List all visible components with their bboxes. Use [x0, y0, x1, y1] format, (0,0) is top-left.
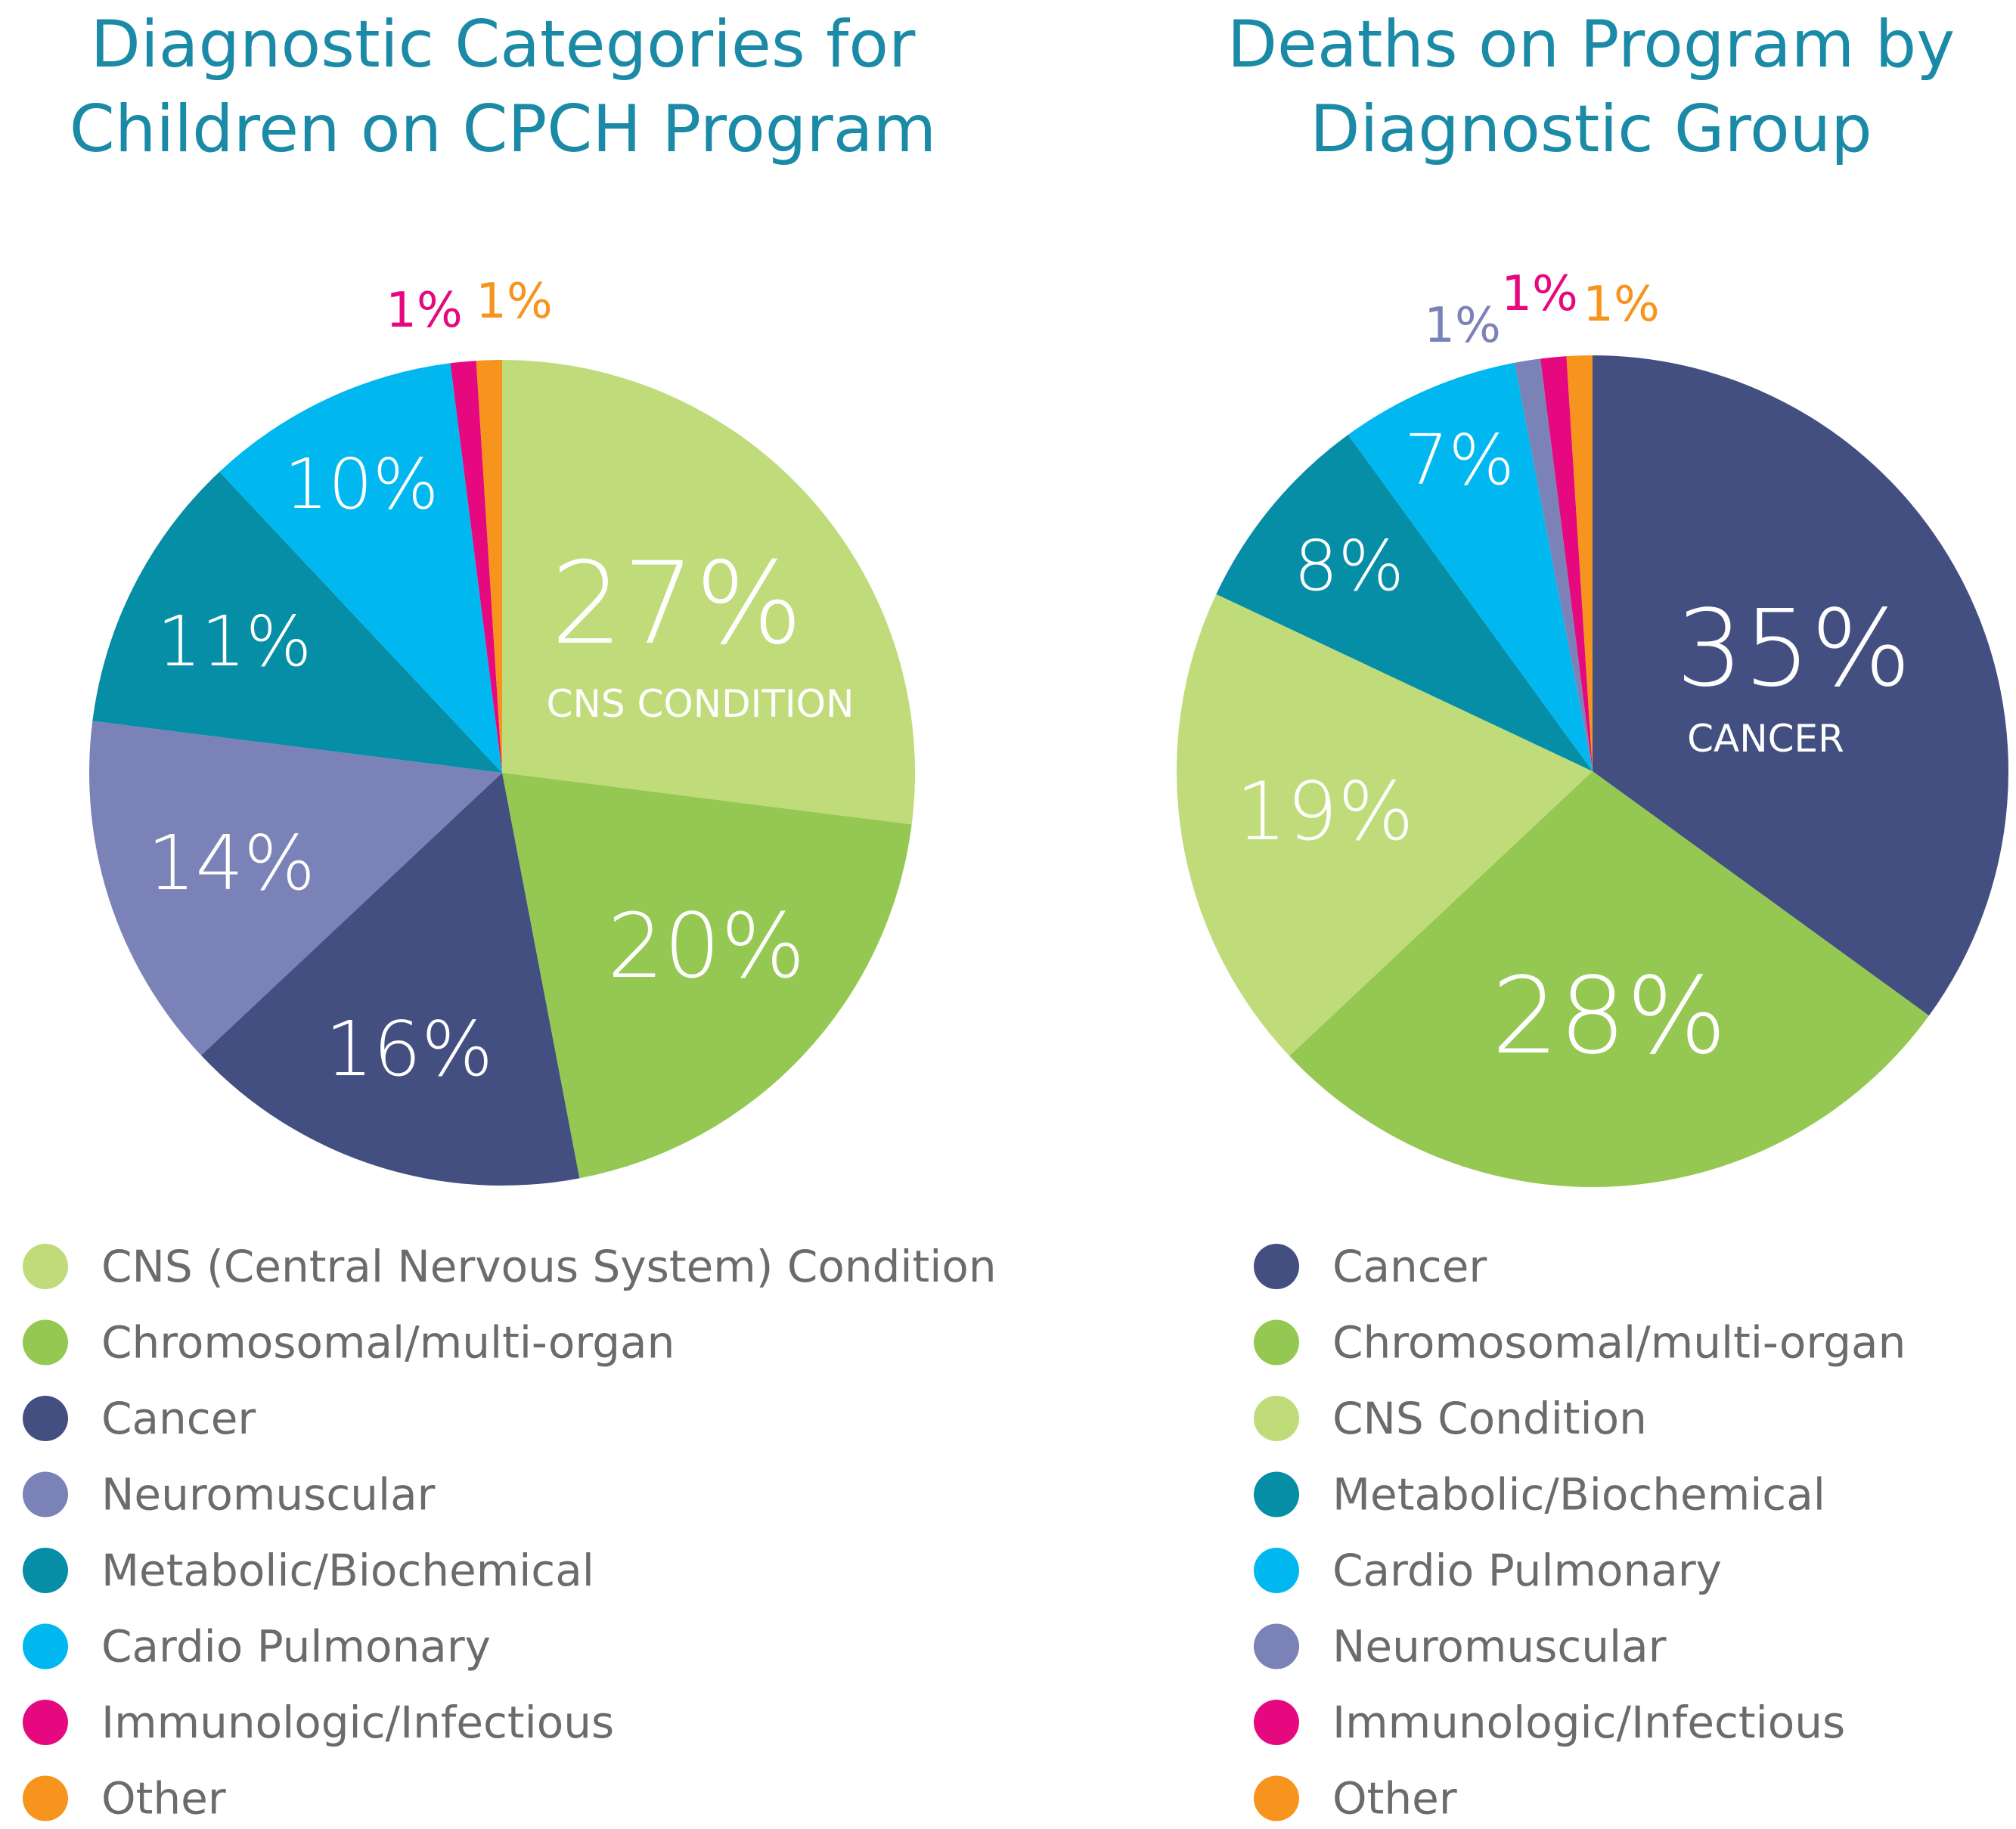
slice-value-label-neuromuscular: 1%: [1424, 298, 1501, 354]
legend-item: Chromosomal/multi-organ: [23, 1317, 675, 1369]
legend-item: CNS (Central Nervous System) Condition: [23, 1241, 997, 1292]
legend-label: CNS (Central Nervous System) Condition: [101, 1241, 997, 1292]
deaths-by-diagnostic-group-chart: Deaths on Program by Diagnostic Group 35% C…: [1177, 7, 2008, 1824]
pie-slice-cns-central-nervous-system-condition: [502, 360, 915, 825]
legend-swatch: [1254, 1396, 1299, 1441]
legend-label: CNS Condition: [1332, 1393, 1647, 1444]
pie-slice-neuromuscular: [89, 721, 503, 1056]
slice-value-label-cns-condition: 19%: [1236, 765, 1414, 858]
pie-slice-other: [1566, 355, 1593, 771]
chart-title-line-2: Children on CPCH Program: [70, 91, 936, 167]
legend-label: Chromosomal/multi-organ: [1332, 1317, 1906, 1369]
slice-value-label-chromosomal-multi-organ: 28%: [1491, 955, 1726, 1078]
legend-item: Metabolic/Biochemical: [1254, 1469, 1825, 1521]
pie-slice-chromosomal-multi-organ: [502, 773, 912, 1179]
legend-label: Other: [1332, 1773, 1457, 1824]
legend-swatch: [23, 1775, 68, 1821]
legend-swatch: [1254, 1700, 1299, 1745]
chart-title-line-2: Diagnostic Group: [1310, 91, 1872, 167]
pie-slice-chromosomal-multi-organ: [1289, 771, 1929, 1187]
slice-value-label-cardio-pulmonary: 7%: [1404, 420, 1515, 501]
pie: [89, 360, 915, 1186]
pie-slice-cancer: [1593, 355, 2008, 1016]
legend-item: CNS Condition: [1254, 1393, 1647, 1444]
legend-swatch: [23, 1319, 68, 1366]
legend-item: Chromosomal/multi-organ: [1254, 1317, 1906, 1369]
legend: Cancer Chromosomal/multi-organ CNS Conditi…: [1254, 1241, 1906, 1824]
legend-item: Neuromuscular: [23, 1469, 436, 1521]
legend-item: Other: [1254, 1773, 1457, 1824]
slice-value-label-immunologic-infectious: 1%: [386, 283, 463, 339]
legend-swatch: [23, 1548, 68, 1593]
pie-slice-metabolic-biochemical: [92, 471, 502, 773]
legend-item: Immunologic/Infectious: [1254, 1697, 1845, 1748]
legend-label: Immunologic/Infectious: [1332, 1697, 1845, 1748]
legend-swatch: [23, 1396, 68, 1441]
slice-inner-label-cancer: CANCER: [1687, 717, 1844, 761]
legend-swatch: [23, 1623, 68, 1669]
slice-value-label-neuromuscular: 14%: [147, 819, 315, 907]
legend-swatch: [23, 1244, 68, 1289]
legend-swatch: [1254, 1319, 1299, 1366]
legend-label: Chromosomal/multi-organ: [101, 1317, 675, 1369]
diagnostic-categories-chart: Diagnostic Categories for Children on CPC…: [23, 7, 997, 1824]
legend: CNS (Central Nervous System) Condition Ch…: [23, 1241, 997, 1824]
pie-slice-cardio-pulmonary: [1348, 362, 1593, 771]
slice-value-label-cns-central-nervous-system-condition: 27%: [551, 538, 802, 670]
legend-item: Metabolic/Biochemical: [23, 1545, 594, 1596]
pie-slice-metabolic-biochemical: [1216, 435, 1593, 771]
legend-swatch: [23, 1700, 68, 1745]
slice-value-label-other: 1%: [1583, 277, 1660, 333]
pie: [1177, 355, 2008, 1187]
slice-value-label-cancer: 16%: [325, 1005, 493, 1093]
legend-label: Cardio Pulmonary: [1332, 1545, 1722, 1596]
legend-label: Neuromuscular: [1332, 1621, 1667, 1672]
pie-slice-other: [476, 360, 502, 773]
legend-label: Cancer: [101, 1393, 256, 1444]
slice-value-label-cancer: 35%: [1676, 587, 1911, 711]
legend-item: Cardio Pulmonary: [23, 1621, 491, 1672]
pie-slice-cardio-pulmonary: [219, 363, 502, 773]
slice-inner-label-cns-central-nervous-system-condition: CNS CONDITION: [547, 682, 854, 726]
legend-label: Neuromuscular: [101, 1469, 436, 1521]
legend-item: Cancer: [1254, 1241, 1487, 1292]
legend-swatch: [1254, 1775, 1299, 1821]
chart-title-line-1: Diagnostic Categories for: [91, 7, 916, 82]
pie-slice-cns-condition: [1177, 594, 1593, 1056]
legend-item: Other: [23, 1773, 226, 1824]
pie-slice-cancer: [200, 773, 580, 1186]
chart-title-line-1: Deaths on Program by: [1227, 7, 1955, 82]
slice-value-label-chromosomal-multi-organ: 20%: [607, 894, 805, 998]
slice-value-label-cardio-pulmonary: 10%: [284, 444, 439, 525]
legend-swatch: [1254, 1548, 1299, 1593]
legend-swatch: [1254, 1623, 1299, 1669]
legend-item: Immunologic/Infectious: [23, 1697, 614, 1748]
legend-item: Neuromuscular: [1254, 1621, 1667, 1672]
legend-label: Immunologic/Infectious: [101, 1697, 614, 1748]
slice-value-label-metabolic-biochemical: 8%: [1294, 525, 1404, 606]
legend-swatch: [1254, 1471, 1299, 1517]
legend-swatch: [1254, 1244, 1299, 1289]
pie-slice-neuromuscular: [1514, 358, 1593, 772]
pie-slice-immunologic-infectious: [450, 361, 502, 773]
legend-item: Cancer: [23, 1393, 256, 1444]
slice-value-label-immunologic-infectious: 1%: [1501, 266, 1578, 322]
slice-value-label-other: 1%: [476, 274, 553, 330]
pie-slice-immunologic-infectious: [1540, 356, 1593, 772]
legend-label: Cancer: [1332, 1241, 1487, 1292]
legend-label: Cardio Pulmonary: [101, 1621, 491, 1672]
legend-label: Metabolic/Biochemical: [101, 1545, 594, 1596]
legend-swatch: [23, 1471, 68, 1517]
legend-item: Cardio Pulmonary: [1254, 1545, 1722, 1596]
legend-label: Metabolic/Biochemical: [1332, 1469, 1825, 1521]
slice-value-label-metabolic-biochemical: 11%: [157, 601, 312, 682]
legend-label: Other: [101, 1773, 226, 1824]
